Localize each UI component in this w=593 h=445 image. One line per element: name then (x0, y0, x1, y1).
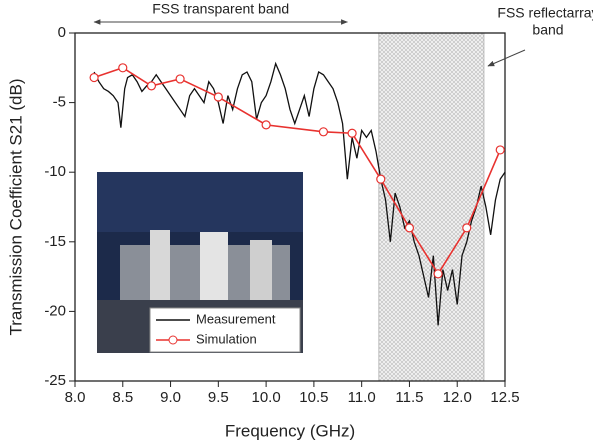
x-tick-label: 9.0 (160, 389, 181, 406)
y-tick-label: -20 (44, 302, 66, 319)
x-tick-label: 11.5 (395, 389, 423, 406)
y-axis-label: Transmission Coefficient S21 (dB) (6, 79, 25, 336)
plot-frame (74, 32, 506, 382)
annotation-arrow (487, 49, 526, 67)
series-marker (433, 269, 443, 279)
y-tick-label: -15 (44, 233, 66, 250)
series-line (93, 61, 506, 326)
shaded-band (378, 32, 485, 382)
series-marker (318, 127, 329, 137)
series-marker (404, 223, 415, 233)
legend-box (149, 307, 301, 353)
annotation: FSS transparent band (152, 1, 289, 17)
legend-label: Measurement (196, 311, 276, 326)
series-marker (495, 145, 505, 155)
x-tick-label: 8.5 (112, 389, 133, 406)
x-axis-label: Frequency (GHz) (225, 421, 355, 440)
series-marker (213, 92, 223, 102)
legend-marker (168, 335, 178, 345)
series-marker (376, 174, 386, 184)
series-marker (261, 120, 271, 130)
x-tick-label: 12.5 (490, 389, 519, 406)
series-marker (462, 223, 472, 233)
x-tick-label: 9.5 (208, 389, 229, 406)
annotation: band (532, 22, 563, 38)
y-tick-label: -25 (44, 372, 66, 389)
x-tick-label: 12.0 (443, 389, 472, 406)
series-marker (175, 74, 185, 84)
annotation: FSS reflectarray (497, 5, 593, 21)
series-marker (118, 63, 128, 73)
y-tick-label: -5 (53, 94, 66, 111)
y-tick-label: 0 (58, 24, 66, 41)
series-marker (347, 128, 357, 138)
x-tick-label: 11.0 (348, 389, 376, 406)
legend-label: Simulation (196, 331, 257, 346)
x-tick-label: 8.0 (65, 389, 86, 406)
series-marker (89, 72, 99, 83)
x-tick-label: 10.5 (299, 389, 328, 406)
series-marker (146, 81, 157, 91)
y-tick-label: -10 (44, 163, 66, 180)
x-tick-label: 10.0 (252, 389, 281, 406)
